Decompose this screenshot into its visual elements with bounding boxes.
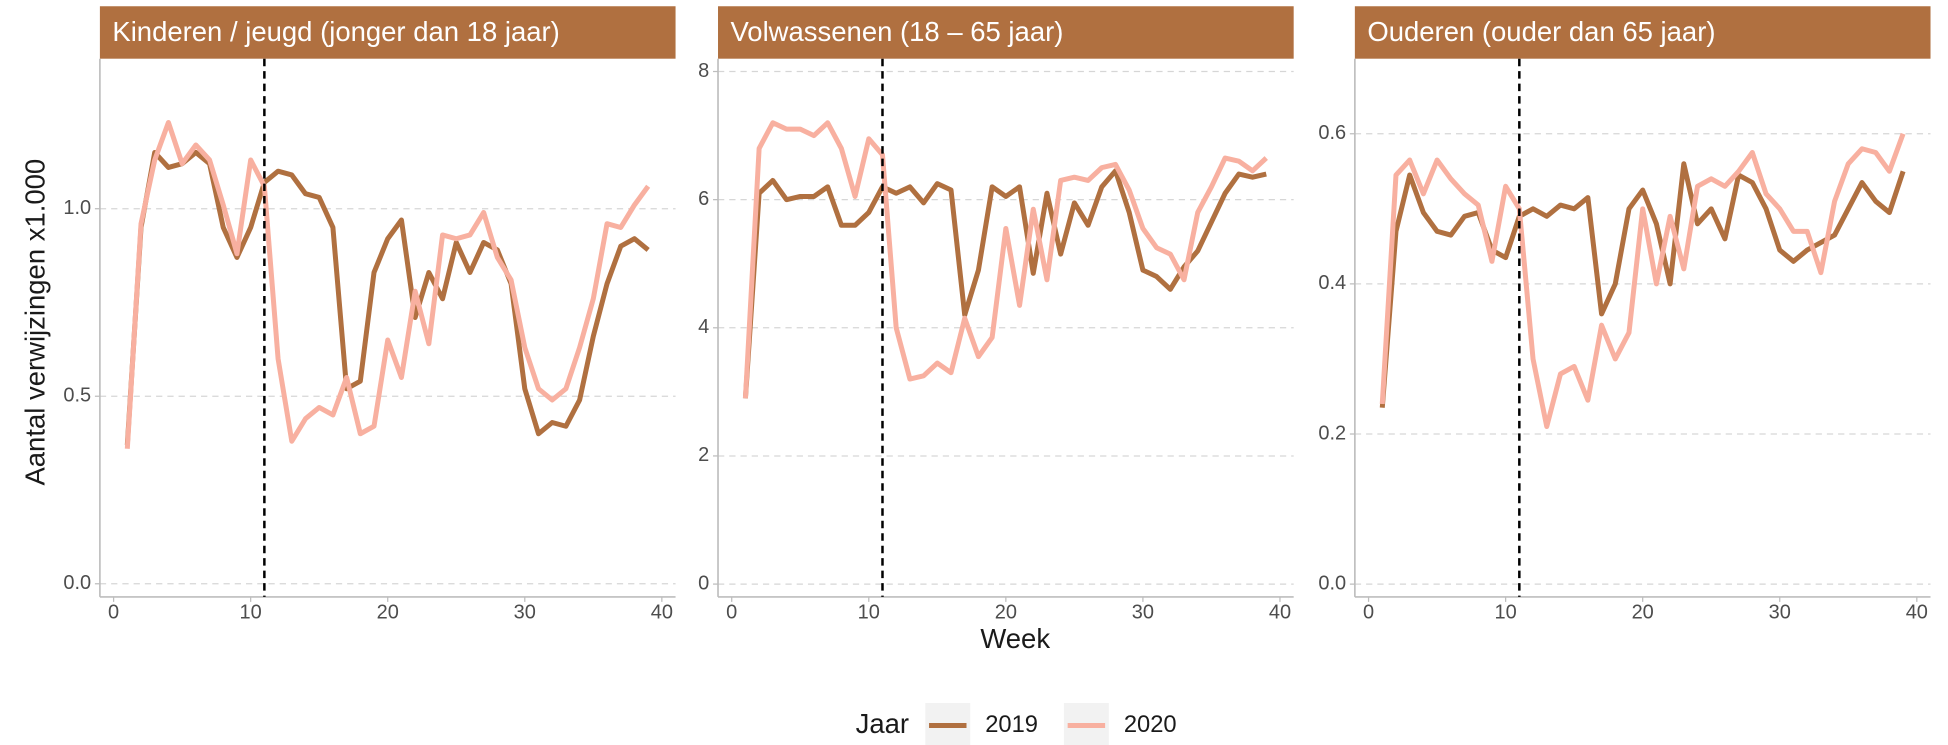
y-tick-label: 0.4 [1318, 272, 1346, 294]
x-tick-label: 40 [651, 601, 673, 623]
y-tick-label: 2 [698, 444, 709, 466]
series-line [1379, 161, 1906, 408]
panel-header [718, 6, 1294, 59]
panel-title: Ouderen (ouder dan 65 jaar) [1367, 16, 1715, 47]
x-tick-label: 40 [1269, 601, 1291, 623]
x-tick-label: 10 [1495, 601, 1517, 623]
legend-label: 2020 [1124, 712, 1177, 738]
x-axis-title: Week [980, 623, 1050, 654]
x-tick-label: 30 [514, 601, 536, 623]
x-tick-label: 0 [1363, 601, 1374, 623]
y-tick-label: 0 [698, 572, 709, 594]
panel-header [99, 6, 676, 59]
y-tick-label: 0.6 [1318, 122, 1346, 144]
legend-title: Jaar [856, 708, 909, 739]
y-tick-label: 6 [698, 188, 709, 210]
series-line [124, 149, 650, 446]
series-line [742, 120, 1268, 399]
legend-label: 2019 [985, 712, 1038, 738]
x-tick-label: 10 [858, 601, 880, 623]
series-line [124, 119, 651, 449]
series-line [742, 168, 1267, 399]
x-tick-label: 0 [108, 601, 119, 623]
y-tick-label: 1.0 [63, 197, 91, 219]
panel-header [1354, 6, 1931, 59]
x-tick-label: 20 [1632, 601, 1654, 623]
y-tick-label: 0.0 [1318, 572, 1346, 594]
panel-title: Kinderen / jeugd (jonger dan 18 jaar) [112, 16, 559, 47]
y-tick-label: 8 [698, 60, 709, 82]
y-axis-title: Aantal verwijzingen x1.000 [20, 159, 51, 486]
x-tick-label: 20 [377, 601, 399, 623]
x-tick-label: 20 [995, 601, 1017, 623]
y-tick-label: 0.0 [63, 572, 91, 594]
x-tick-label: 10 [240, 601, 262, 623]
x-tick-label: 40 [1906, 601, 1928, 623]
x-tick-label: 0 [726, 601, 737, 623]
y-tick-label: 0.5 [63, 385, 91, 407]
y-tick-label: 0.2 [1318, 422, 1346, 444]
x-tick-label: 30 [1769, 601, 1791, 623]
y-tick-label: 4 [698, 316, 709, 338]
series-line [1379, 132, 1906, 430]
x-tick-label: 30 [1132, 601, 1154, 623]
panel-title: Volwassenen (18 – 65 jaar) [731, 16, 1064, 47]
